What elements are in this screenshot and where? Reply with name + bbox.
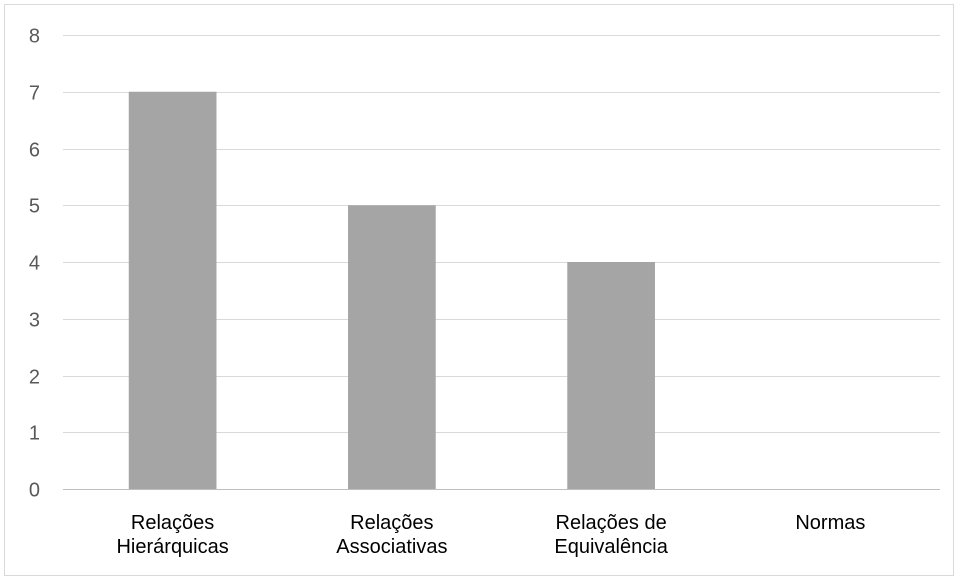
y-tick-label: 8 <box>29 26 40 48</box>
y-tick-label: 1 <box>29 423 40 445</box>
y-tick-label: 6 <box>29 140 40 162</box>
category-label: Relações de Equivalência <box>554 512 668 558</box>
category-label-line: Associativas <box>336 536 447 558</box>
category-label-line: Relações de <box>556 512 667 534</box>
bar <box>128 91 217 489</box>
category-label-line: Relações <box>350 512 433 534</box>
bar <box>567 262 655 489</box>
category-label: Relações Hierárquicas <box>116 512 228 558</box>
category-label-line: Relações <box>131 512 214 534</box>
category-label: Normas <box>795 512 865 534</box>
category-label-line: Hierárquicas <box>116 536 228 558</box>
category-label: Relações Associativas <box>336 512 447 558</box>
y-tick-label: 5 <box>29 196 40 218</box>
y-tick-label: 3 <box>29 310 40 332</box>
y-tick-label: 4 <box>29 253 40 275</box>
category-label-line: Normas <box>795 512 865 534</box>
y-tick-label: 7 <box>29 83 40 105</box>
bar <box>348 205 436 489</box>
category-label-line: Equivalência <box>554 536 668 558</box>
y-tick-labels: 0 1 2 3 4 5 6 7 8 <box>29 26 40 502</box>
bars <box>128 91 655 489</box>
y-tick-label: 2 <box>29 367 40 389</box>
y-tick-label: 0 <box>29 480 40 502</box>
